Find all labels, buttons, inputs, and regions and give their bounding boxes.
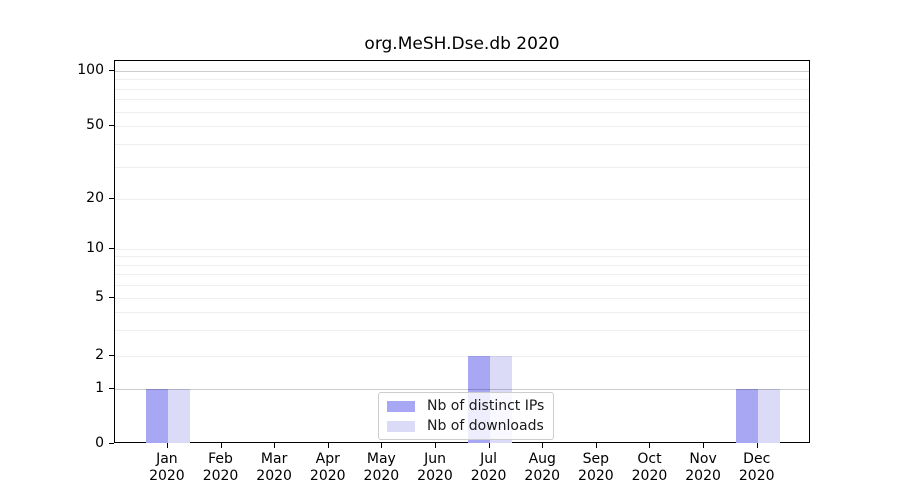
month-name: Jul	[480, 451, 498, 467]
gridline-40	[115, 143, 809, 145]
gridline-4	[115, 311, 809, 313]
legend-swatch-icon	[387, 400, 415, 412]
bar-distinct-ips-dec	[735, 389, 758, 443]
month-name: Oct	[637, 451, 662, 467]
y-tick-label-0: 0	[95, 435, 104, 452]
legend-row: Nb of distinct IPs	[387, 398, 544, 414]
x-tick-mark-dec	[756, 443, 758, 448]
bar-distinct-ips-jan	[145, 389, 168, 443]
x-tick-mark-aug	[542, 443, 544, 448]
x-tick-mark-jul	[488, 443, 490, 448]
gridline-7	[115, 274, 809, 276]
gridline-100	[115, 71, 809, 72]
gridline-90	[115, 79, 809, 81]
gridline-9	[115, 256, 809, 258]
month-year: 2020	[470, 468, 507, 484]
month-year: 2020	[363, 468, 400, 484]
x-tick-mark-jan	[166, 443, 168, 448]
grid-layer	[115, 61, 809, 442]
month-year: 2020	[256, 468, 292, 484]
x-tick-label-mar: Mar 2020	[238, 451, 310, 485]
gridline-70	[115, 99, 809, 101]
gridline-1	[115, 389, 809, 391]
x-tick-mark-jun	[435, 443, 436, 448]
x-tick-label-sep: Sep 2020	[560, 451, 632, 485]
gridline-30	[115, 166, 809, 168]
month-name: May	[366, 451, 396, 467]
y-tick-label-5: 5	[95, 288, 104, 305]
month-year: 2020	[417, 468, 453, 484]
gridline-2	[115, 356, 809, 358]
plot-area	[114, 60, 810, 443]
gridline-3	[115, 330, 809, 332]
y-tick-mark-50	[109, 125, 114, 126]
month-name: Sep	[582, 451, 610, 467]
x-tick-mark-may	[381, 443, 383, 448]
gridline-8	[115, 264, 809, 266]
x-tick-mark-mar	[274, 443, 276, 448]
y-tick-label-10: 10	[86, 240, 104, 256]
x-tick-label-jan: Jan 2020	[131, 451, 203, 485]
chart-title: org.MeSH.Dse.db 2020	[364, 34, 560, 54]
month-year: 2020	[524, 468, 561, 484]
legend-label: Nb of distinct IPs	[427, 398, 545, 414]
x-tick-label-aug: Aug 2020	[506, 451, 578, 485]
month-name: Aug	[528, 451, 556, 467]
x-tick-mark-feb	[220, 443, 222, 448]
month-year: 2020	[631, 468, 668, 484]
x-tick-mark-apr	[327, 443, 329, 448]
month-name: Dec	[743, 451, 771, 467]
x-tick-label-apr: Apr 2020	[292, 451, 364, 485]
x-tick-label-dec: Dec 2020	[721, 451, 793, 485]
gridline-6	[115, 284, 809, 286]
gridline-20	[115, 199, 809, 200]
y-tick-mark-2	[109, 355, 114, 357]
legend-swatch-icon	[387, 420, 415, 432]
month-year: 2020	[578, 468, 614, 484]
y-tick-mark-100	[109, 70, 114, 71]
y-tick-label-2: 2	[95, 347, 104, 364]
y-tick-label-50: 50	[86, 117, 104, 133]
month-name: Jan	[156, 451, 178, 467]
x-tick-label-jul: Jul 2020	[453, 451, 525, 485]
legend: Nb of distinct IPs Nb of downloads	[378, 392, 555, 440]
x-tick-label-may: May 2020	[345, 451, 417, 485]
gridline-60	[115, 111, 809, 113]
month-name: Jun	[424, 451, 446, 467]
gridline-50	[115, 126, 809, 127]
month-year: 2020	[202, 468, 239, 484]
x-tick-mark-nov	[703, 443, 705, 448]
x-tick-mark-oct	[649, 443, 651, 448]
month-name: Nov	[689, 451, 717, 467]
bar-downloads-dec	[757, 389, 780, 443]
gridline-5	[115, 297, 809, 299]
month-year: 2020	[309, 468, 346, 484]
x-tick-label-oct: Oct 2020	[613, 451, 685, 485]
legend-label: Nb of downloads	[427, 418, 544, 434]
y-tick-label-20: 20	[86, 190, 104, 206]
month-name: Apr	[315, 451, 340, 467]
month-name: Feb	[208, 451, 233, 467]
month-year: 2020	[738, 468, 775, 484]
x-tick-mark-sep	[595, 443, 597, 448]
month-name: Mar	[260, 451, 288, 467]
x-tick-label-jun: Jun 2020	[399, 451, 471, 485]
y-tick-mark-20	[109, 198, 114, 199]
y-tick-label-100: 100	[77, 62, 104, 78]
y-tick-mark-0	[109, 443, 114, 445]
x-tick-label-nov: Nov 2020	[667, 451, 739, 485]
gridline-80	[115, 88, 809, 90]
y-tick-mark-1	[109, 388, 114, 390]
y-tick-mark-10	[109, 248, 114, 249]
month-year: 2020	[685, 468, 721, 484]
y-tick-mark-5	[109, 296, 114, 298]
x-tick-label-feb: Feb 2020	[185, 451, 257, 485]
legend-row: Nb of downloads	[387, 418, 544, 434]
y-tick-label-1: 1	[95, 380, 104, 397]
month-year: 2020	[149, 468, 185, 484]
bar-downloads-jan	[167, 389, 190, 443]
gridline-10	[115, 249, 809, 250]
